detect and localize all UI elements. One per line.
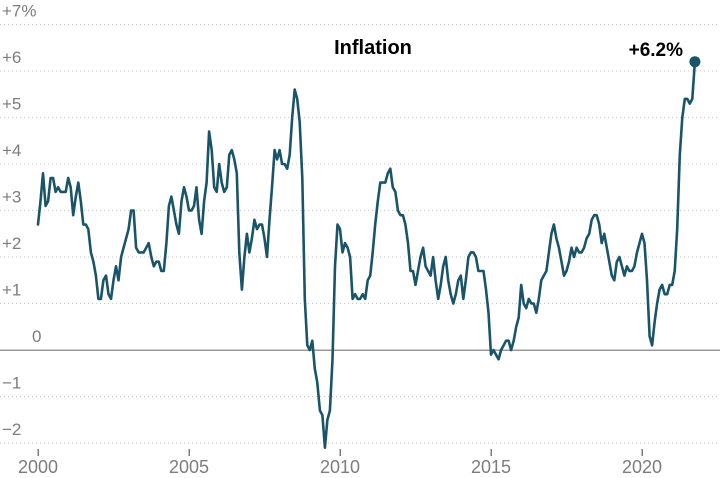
x-tick-label: 2020 [622, 457, 662, 477]
x-tick-label: 2005 [169, 457, 209, 477]
y-tick-label: +1 [2, 281, 21, 300]
y-axis-labels-group: +7% +6 +5 +4 +3 +2 +1 0 −1 −2 [2, 2, 41, 440]
x-tick-label: 2015 [471, 457, 511, 477]
y-tick-label: +4 [2, 141, 21, 160]
y-tick-label: 0 [32, 327, 41, 346]
y-tick-label: −2 [2, 420, 21, 439]
y-tick-label: +3 [2, 188, 21, 207]
inflation-line [36, 60, 697, 449]
y-tick-label: −1 [2, 374, 21, 393]
y-tick-label: +2 [2, 234, 21, 253]
gridlines-group [0, 23, 720, 444]
line-series-group [36, 56, 701, 449]
chart-title: Inflation [334, 37, 412, 59]
x-tick-label: 2010 [320, 457, 360, 477]
x-tick-label: 2000 [18, 457, 58, 477]
y-tick-label: +5 [2, 95, 21, 114]
y-tick-label: +7% [2, 2, 37, 21]
end-value-label: +6.2% [628, 40, 683, 61]
y-tick-label: +6 [2, 48, 21, 67]
end-point-dot [689, 56, 701, 68]
x-axis-group: 2000 2005 2010 2015 2020 [18, 449, 662, 477]
